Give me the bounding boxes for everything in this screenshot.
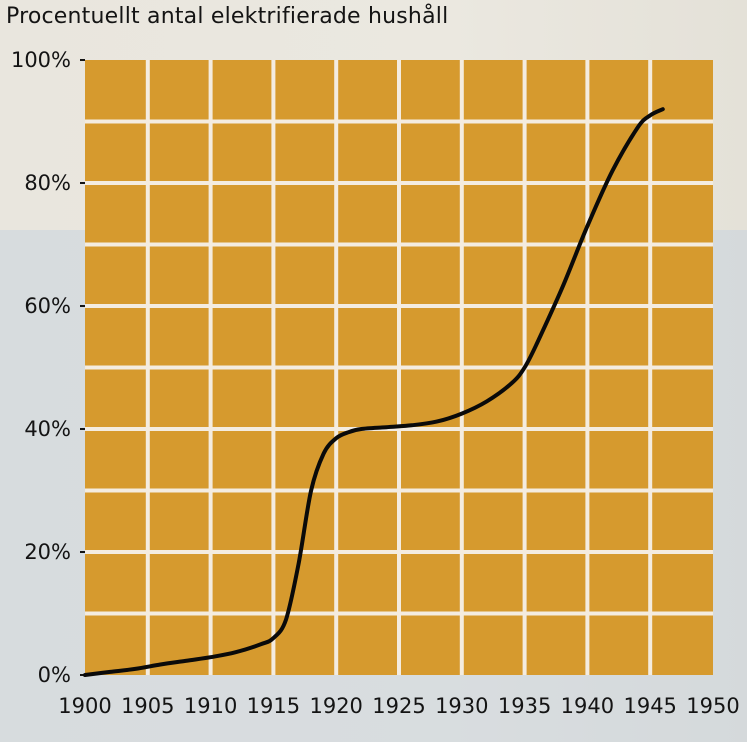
x-tick-label: 1940: [561, 694, 614, 718]
x-tick-label: 1910: [184, 694, 237, 718]
x-tick-label: 1935: [498, 694, 551, 718]
y-tick-label: 0%: [38, 663, 71, 687]
x-axis-ticks: 1900 1905 1910 1915 1920 1925 1930 1935 1940 1945…: [58, 694, 739, 718]
y-tick-label: 80%: [24, 171, 71, 195]
x-tick-label: 1930: [435, 694, 488, 718]
x-tick-label: 1915: [247, 694, 300, 718]
x-tick-label: 1945: [623, 694, 676, 718]
chart-title: Procentuellt antal elektrifierade hushål…: [6, 4, 448, 29]
x-tick-label: 1925: [372, 694, 425, 718]
y-tick-label: 40%: [24, 417, 71, 441]
y-tick-label: 60%: [24, 294, 71, 318]
y-tick-label: 100%: [11, 48, 71, 72]
y-axis-ticks: 0% 20% 40% 60% 80% 100%: [11, 48, 85, 687]
x-tick-label: 1900: [58, 694, 111, 718]
x-tick-label: 1905: [121, 694, 174, 718]
y-tick-label: 20%: [24, 540, 71, 564]
x-tick-label: 1920: [309, 694, 362, 718]
x-tick-label: 1950: [686, 694, 739, 718]
